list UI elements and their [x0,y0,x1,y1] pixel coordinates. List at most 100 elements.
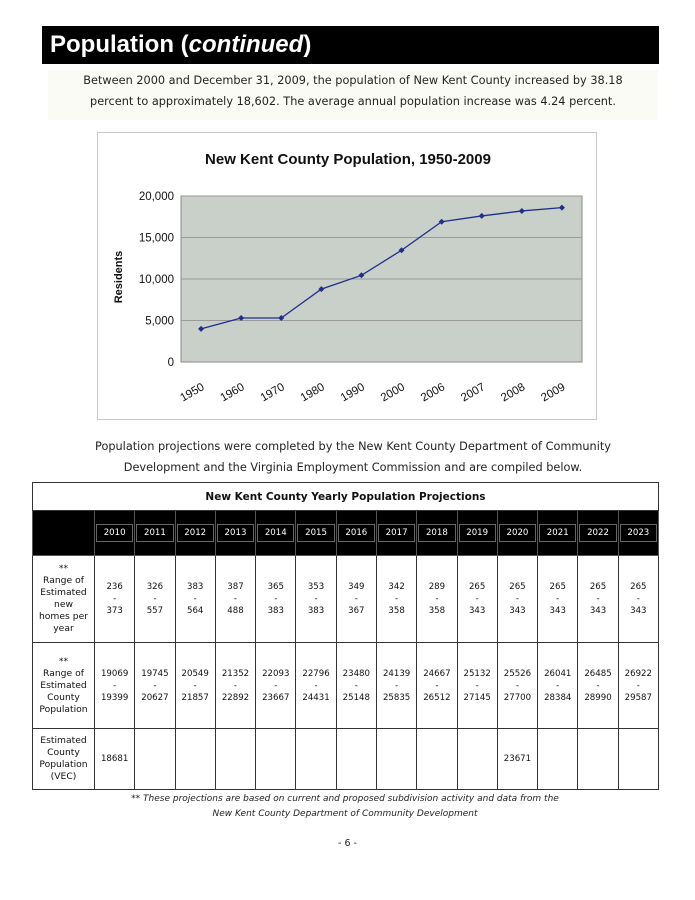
year-label: 2021 [539,524,577,542]
vec-cell [255,728,297,790]
table-caption: New Kent County Yearly Population Projec… [32,482,659,511]
range-dash: - [475,594,479,604]
range-high: 358 [428,606,446,616]
range-dash: - [515,594,519,604]
row-label: Estimated County Population (VEC) [32,728,95,790]
footnote-line-2: New Kent County Department of Community … [212,809,478,819]
range-low: 23480 [342,668,370,679]
intro-line-1: Between 2000 and December 31, 2009, the … [83,74,623,87]
year-label: 2020 [498,524,537,542]
row-label-line: Estimated [40,679,87,691]
year-label: 2010 [95,524,134,542]
range-cell: 24139-25835 [375,642,418,729]
range-dash: - [314,594,318,604]
range-dash: - [354,680,358,691]
page-title-italic: continued [188,31,304,58]
table-header-cell: 2016 [335,510,377,556]
range-cell: 265 - 343 [577,555,619,643]
chart-y-tick-label: 0 [168,357,174,369]
row-label-line: new [54,599,73,610]
range-high: 24431 [302,692,330,703]
chart-x-tick-label: 2000 [379,381,407,404]
year-label: 2019 [458,524,496,542]
chart-data-point [278,315,285,322]
chart-data-point [318,286,325,293]
chart-y-tick-label: 10,000 [139,274,174,286]
vec-cell [335,728,377,790]
chart-series-line [200,206,563,330]
range-high: 343 [630,606,647,616]
range-low: 265 [468,582,486,592]
page-title-end: ) [303,31,312,58]
footnote-line-1: ** These projections are based on curren… [131,794,559,804]
population-chart: New Kent County Population, 1950-2009 Re… [97,132,597,420]
range-low: 342 [388,582,405,592]
table-header-cell: 2014 [255,510,297,556]
range-dash: - [274,680,278,691]
intro-line-2: percent to approximately 18,602. The ave… [90,95,616,108]
range-low: 22093 [262,668,290,679]
range-cell: 25132-27145 [456,642,498,729]
range-cell: 383 - 564 [174,555,216,643]
range-cell: 21352-22892 [214,642,257,729]
vec-cell [174,728,216,790]
range-high: 343 [589,606,607,616]
range-cell: 23480-25148 [335,642,377,729]
range-low: 25526 [503,668,532,679]
row-label-line: Range of [43,575,84,586]
range-dash: - [475,680,479,691]
range-dash: - [636,594,640,604]
row-label-line: ** [58,563,69,574]
range-dash: - [153,680,157,691]
chart-y-tick-label: 20,000 [139,191,174,203]
chart-data-point [238,315,245,322]
row-label-line: year [53,623,74,634]
range-high: 25835 [382,692,411,703]
range-high: 343 [549,606,566,616]
range-high: 21857 [181,692,209,703]
range-low: 365 [267,582,284,592]
chart-x-tick-label: 2009 [539,381,567,404]
range-cell: 265 - 343 [456,555,498,643]
range-low: 265 [630,582,647,592]
row-label-line: (VEC) [50,771,77,782]
row-label-line: County [47,747,80,758]
range-dash: - [395,680,399,691]
row-label: ** Range of Estimated new homes per year [32,555,95,643]
chart-y-axis-label: Residents [113,251,125,304]
table-header-blank [32,510,95,556]
range-cell: 20549-21857 [174,642,216,729]
range-cell: 19745-20627 [134,642,176,729]
vec-cell [577,728,619,790]
range-low: 19069 [100,668,129,679]
range-dash: - [274,594,278,604]
chart-data-point [558,204,565,211]
range-high: 343 [468,606,486,616]
range-low: 26485 [584,668,612,679]
range-low: 383 [187,582,204,592]
table-header-cell: 2015 [295,510,337,556]
chart-plot-area: 0 5,000 10,000 15,000 20,000 1950 1960 1970 1980… [139,191,583,404]
range-cell: 236 - 373 [93,555,136,643]
chart-x-tick-label: 1960 [218,381,246,404]
chart-x-tick-label: 1990 [339,381,367,404]
range-dash: - [515,680,519,691]
range-low: 24667 [423,668,451,679]
range-cell: 326 - 557 [134,555,176,643]
projection-paragraph: Population projections were completed by… [48,436,658,478]
range-high: 27145 [463,692,491,703]
range-cell: 365 - 383 [255,555,297,643]
row-label-line: Population [39,703,88,715]
range-low: 387 [227,582,244,592]
vec-cell [416,728,458,790]
page-number: - 6 - [338,838,357,849]
chart-y-tick-label: 15,000 [139,233,174,245]
range-dash: - [556,594,560,604]
range-dash: - [113,680,117,691]
range-high: 564 [187,606,204,616]
range-cell: 349 - 367 [335,555,377,643]
chart-data-point [198,325,205,332]
range-cell: 22093-23667 [255,642,297,729]
chart-y-tick-label: 5,000 [145,316,174,328]
range-dash: - [596,594,600,604]
